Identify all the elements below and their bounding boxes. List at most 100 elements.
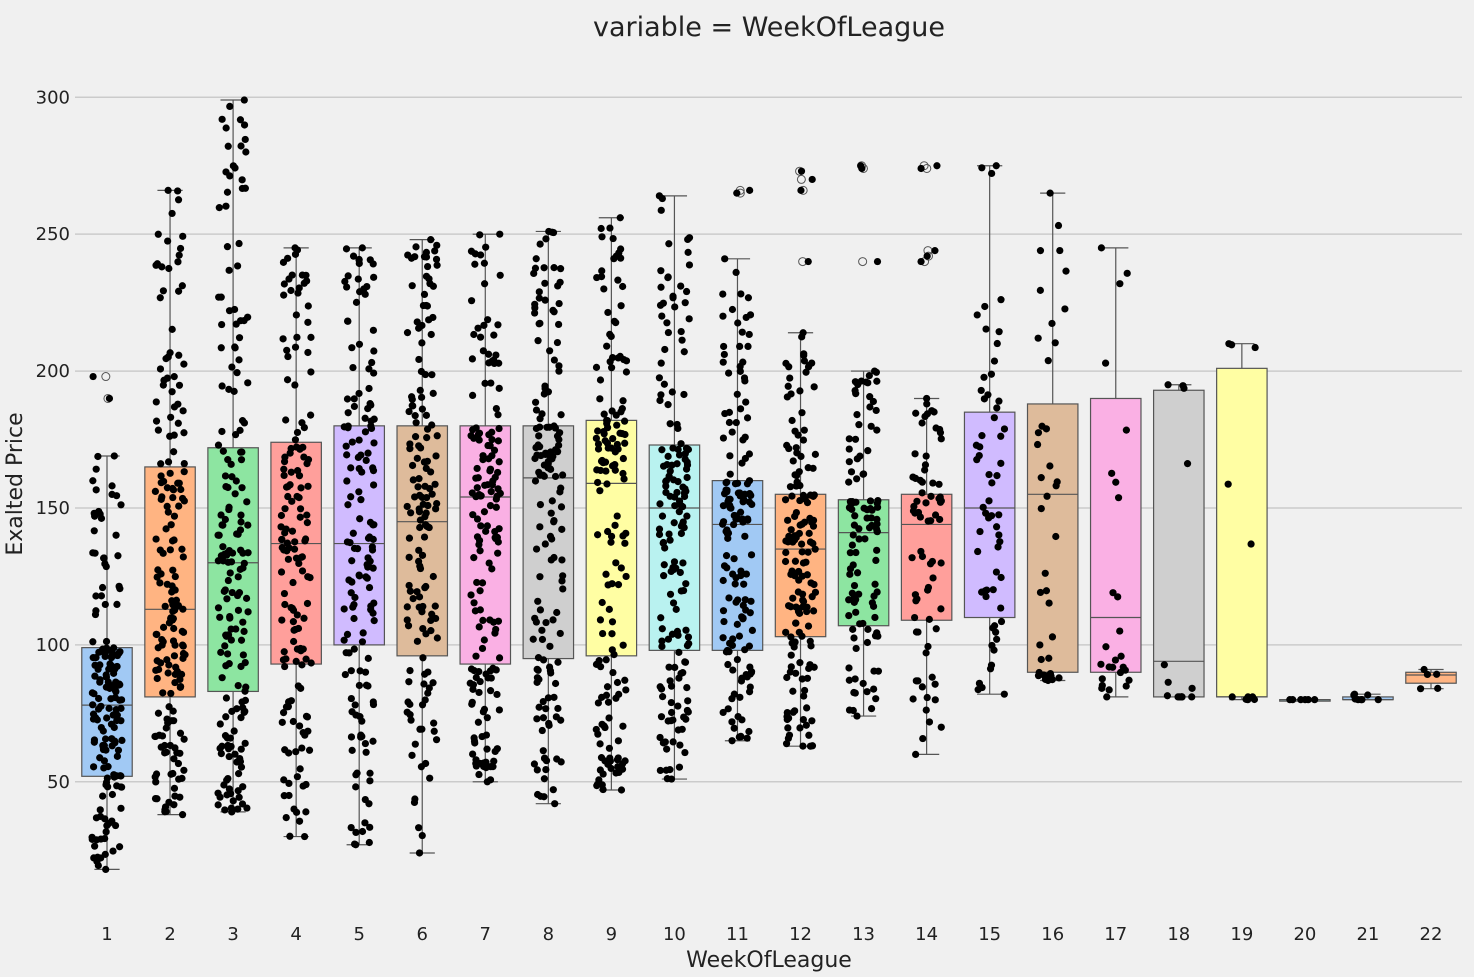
strip-point xyxy=(592,363,601,371)
strip-point xyxy=(594,478,602,487)
strip-point xyxy=(727,504,735,512)
strip-point xyxy=(244,608,252,616)
strip-point xyxy=(1114,494,1123,502)
strip-point xyxy=(748,626,756,634)
strip-point xyxy=(176,729,185,737)
strip-point xyxy=(789,708,797,716)
strip-point xyxy=(550,308,558,316)
strip-point xyxy=(156,365,165,373)
strip-point xyxy=(235,239,243,248)
strip-point xyxy=(341,277,349,286)
strip-point xyxy=(157,659,165,667)
strip-point xyxy=(796,724,804,732)
strip-point xyxy=(786,483,795,491)
strip-point xyxy=(218,382,226,390)
strip-point xyxy=(180,429,188,437)
strip-point xyxy=(684,235,692,244)
strip-point xyxy=(244,313,252,321)
strip-point xyxy=(170,624,178,633)
strip-point xyxy=(223,549,231,557)
strip-point xyxy=(619,282,627,291)
strip-point xyxy=(619,641,627,649)
strip-point xyxy=(214,789,222,797)
strip-point xyxy=(546,532,555,540)
strip-point xyxy=(980,395,988,403)
strip-point xyxy=(237,317,245,325)
strip-point xyxy=(719,520,727,528)
strip-point xyxy=(298,661,306,669)
strip-point xyxy=(666,467,674,475)
strip-point xyxy=(113,711,121,719)
strip-point xyxy=(799,596,807,604)
strip-point xyxy=(619,760,627,768)
strip-point xyxy=(222,202,230,210)
strip-point xyxy=(228,707,236,715)
box-week-17 xyxy=(1089,247,1142,698)
strip-point xyxy=(541,385,549,393)
strip-point xyxy=(806,538,815,546)
strip-point xyxy=(156,579,164,587)
strip-point xyxy=(866,403,874,411)
strip-point xyxy=(487,488,495,496)
strip-point xyxy=(720,350,728,359)
strip-point xyxy=(409,594,417,603)
strip-point xyxy=(745,477,754,485)
strip-point xyxy=(795,468,803,476)
strip-point xyxy=(988,479,996,487)
strip-point xyxy=(426,774,434,782)
strip-point xyxy=(557,484,565,492)
strip-point xyxy=(1033,440,1042,449)
strip-point xyxy=(408,461,417,470)
strip-point xyxy=(669,599,678,607)
strip-point xyxy=(799,715,807,724)
strip-point xyxy=(114,552,122,560)
strip-point xyxy=(410,798,419,807)
strip-point xyxy=(787,526,795,534)
strip-point xyxy=(618,429,626,438)
strip-point xyxy=(545,227,553,236)
strip-point xyxy=(872,695,880,703)
boxes-layer xyxy=(81,99,1457,871)
strip-point xyxy=(429,572,437,581)
strip-point xyxy=(666,590,675,598)
strip-point xyxy=(370,369,378,377)
strip-point xyxy=(982,325,990,333)
strip-point xyxy=(479,616,487,624)
strip-point xyxy=(621,439,629,447)
strip-point xyxy=(536,606,545,614)
strip-point xyxy=(792,619,800,627)
strip-point xyxy=(280,648,288,656)
strip-point xyxy=(219,447,227,455)
strip-point xyxy=(114,681,122,689)
strip-point xyxy=(674,702,682,710)
strip-point xyxy=(433,432,441,440)
strip-point xyxy=(164,237,172,245)
x-axis-label: WeekOfLeague xyxy=(686,948,852,973)
box-week-19 xyxy=(1216,343,1268,701)
strip-point xyxy=(927,492,935,500)
strip-point xyxy=(416,523,424,532)
strip-point xyxy=(290,637,298,646)
strip-point xyxy=(788,492,796,500)
strip-point xyxy=(168,484,177,493)
strip-point xyxy=(683,458,691,466)
strip-point xyxy=(925,718,934,726)
strip-point xyxy=(368,358,376,367)
strip-point xyxy=(300,453,308,461)
strip-point xyxy=(809,607,818,615)
x-tick-label-18: 18 xyxy=(1167,924,1190,945)
strip-point xyxy=(744,294,753,302)
strip-point xyxy=(671,303,679,311)
strip-point xyxy=(97,592,106,600)
strip-point xyxy=(1225,340,1233,348)
strip-point xyxy=(411,433,420,441)
strip-point xyxy=(599,629,607,638)
strip-point xyxy=(870,592,878,600)
strip-point xyxy=(803,674,812,682)
strip-point xyxy=(746,609,754,617)
strip-point xyxy=(663,745,671,753)
strip-point xyxy=(993,404,1001,412)
strip-point xyxy=(607,532,616,540)
strip-point xyxy=(418,551,427,559)
strip-point xyxy=(531,398,540,406)
